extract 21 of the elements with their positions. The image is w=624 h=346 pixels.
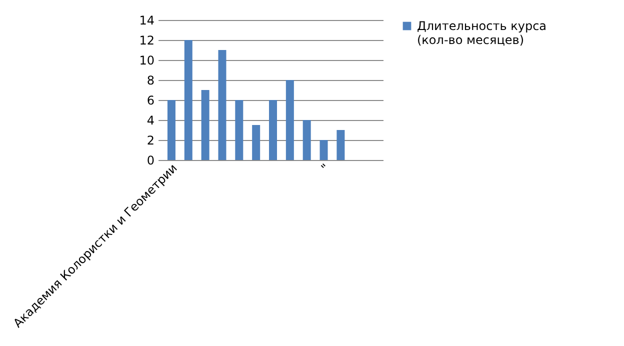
bar <box>252 125 260 160</box>
y-tick-label: 14 <box>139 14 154 28</box>
y-tick-label: 4 <box>146 114 154 128</box>
bar <box>218 50 226 160</box>
bar <box>336 130 345 160</box>
legend-label: Длительность курса (кол-во месяцев) <box>417 19 547 47</box>
bar <box>320 140 328 160</box>
bar <box>201 90 210 160</box>
x-tick-label: " <box>318 161 332 175</box>
y-tick-label: 8 <box>146 74 154 88</box>
y-tick-label: 2 <box>146 134 154 148</box>
bar <box>167 100 176 160</box>
y-tick-label: 6 <box>146 94 154 108</box>
bar <box>235 100 244 160</box>
y-tick-label: 12 <box>139 34 154 48</box>
y-tick-label: 10 <box>139 54 154 68</box>
bar <box>302 120 311 160</box>
bar <box>184 40 192 160</box>
bar <box>286 80 294 160</box>
y-tick-label: 0 <box>146 154 154 168</box>
bar <box>269 100 277 160</box>
